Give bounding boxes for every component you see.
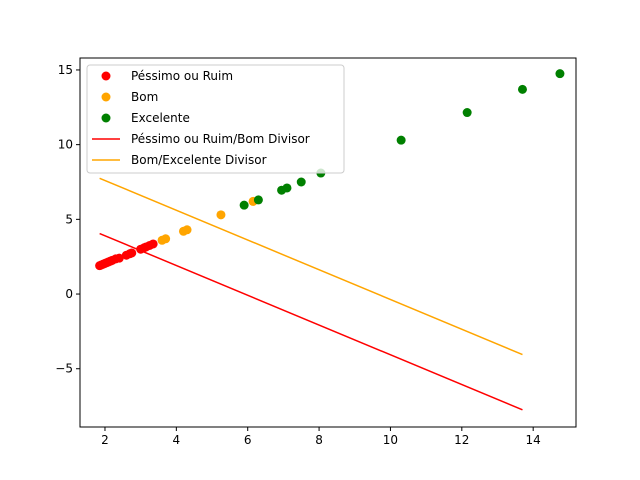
y-tick-label: 0 — [65, 287, 73, 301]
data-point — [182, 225, 192, 235]
data-point — [161, 234, 171, 244]
data-point — [253, 195, 263, 205]
legend-label: Excelente — [131, 111, 190, 125]
x-tick-label: 14 — [526, 433, 541, 447]
data-point — [282, 183, 292, 193]
y-tick-label: 5 — [65, 212, 73, 226]
x-tick-label: 2 — [101, 433, 109, 447]
axes-frame — [79, 57, 577, 428]
legend-label: Péssimo ou Ruim/Bom Divisor — [131, 132, 310, 146]
legend: Péssimo ou Ruim Bom Excelente Péssimo ou Ru… — [86, 64, 345, 174]
x-tick-label: 4 — [173, 433, 181, 447]
data-point — [396, 135, 406, 145]
data-point — [114, 253, 124, 263]
legend-marker — [101, 71, 111, 81]
divisor-line — [99, 232, 523, 411]
divisor-line — [99, 177, 523, 356]
data-point — [127, 248, 137, 258]
y-tick-label: 15 — [58, 63, 73, 77]
legend-marker — [101, 113, 111, 123]
x-axis: 2 4 6 8 10 12 14 — [101, 427, 541, 447]
x-tick-label: 8 — [315, 433, 323, 447]
data-point — [296, 177, 306, 187]
legend-label: Bom/Excelente Divisor — [131, 153, 267, 167]
y-tick-label: −5 — [55, 362, 73, 376]
data-point — [216, 210, 226, 220]
legend-box — [86, 64, 345, 174]
data-point — [239, 200, 249, 210]
x-tick-label: 6 — [244, 433, 252, 447]
data-point — [462, 108, 472, 118]
y-tick-label: 10 — [58, 138, 73, 152]
legend-label: Péssimo ou Ruim — [131, 69, 233, 83]
y-axis: −5 0 5 10 15 — [55, 63, 80, 376]
legend-label: Bom — [131, 90, 158, 104]
x-tick-label: 10 — [383, 433, 398, 447]
data-point — [517, 84, 527, 94]
data-point — [148, 239, 158, 249]
series-layer — [95, 69, 565, 411]
x-tick-label: 12 — [454, 433, 469, 447]
data-point — [555, 69, 565, 79]
legend-marker — [101, 92, 111, 102]
